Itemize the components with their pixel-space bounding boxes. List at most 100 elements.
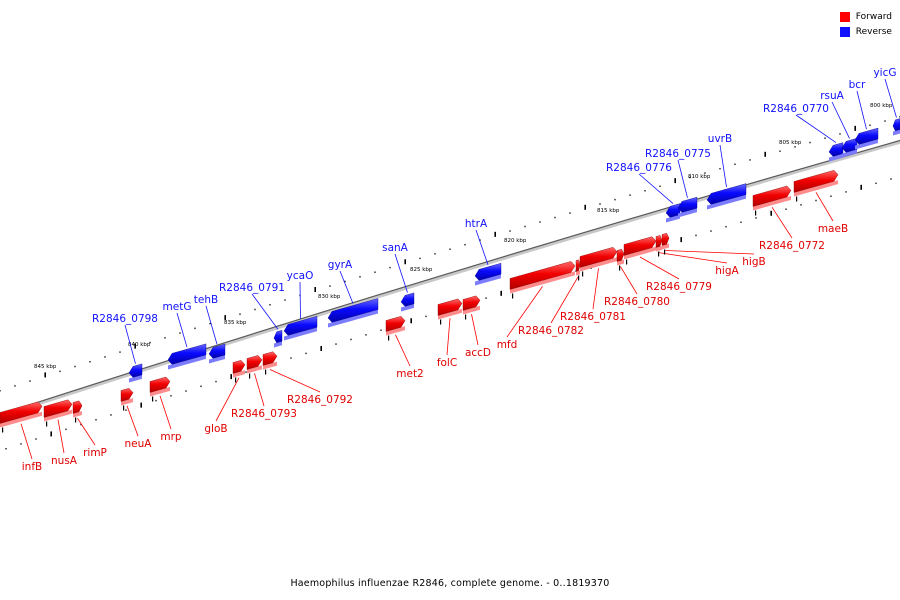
- gene-box-R2846_0793: [246, 355, 263, 370]
- tick-mark-upper: [644, 189, 646, 192]
- gene-tick-met2: [388, 335, 390, 341]
- gene-R2846_0779: [623, 236, 657, 265]
- gene-label-infB: infB: [22, 461, 42, 473]
- tick-mark-upper: [599, 203, 601, 205]
- gene-face-yicG: [893, 129, 900, 136]
- tick-label: 810 kbp: [688, 174, 711, 180]
- gene-label-bcr: bcr: [849, 79, 866, 91]
- tick-mark-upper: [794, 146, 796, 148]
- tick-mark-upper: [209, 322, 211, 325]
- tick-mark-upper: [749, 159, 751, 161]
- tick-mark-lower: [215, 380, 217, 383]
- gene-box-higB: [661, 232, 670, 246]
- tick-label: 800 kbp: [870, 103, 893, 109]
- gene-face-nusA: [44, 409, 72, 422]
- gene-tick-R2846_0780: [619, 265, 621, 271]
- tick-mark-lower: [500, 290, 502, 296]
- tick-mark-lower: [785, 208, 787, 210]
- gene-box-rimP: [72, 400, 83, 414]
- gene-rsuA: [841, 138, 858, 158]
- tick-mark-upper: [854, 125, 856, 131]
- tick-mark-lower: [230, 374, 232, 380]
- gene-R2846_0772: [752, 185, 792, 216]
- tick-mark-upper: [389, 266, 391, 269]
- tick-mark-upper: [224, 315, 226, 321]
- leader-R2846_0772: [771, 206, 793, 239]
- gene-tehB: [208, 343, 226, 364]
- tick-mark-lower: [710, 230, 712, 232]
- gene-gloB: [232, 360, 246, 383]
- leader-tehB: [205, 305, 218, 345]
- gene-face-R2846_0791: [274, 341, 282, 348]
- gene-R2846_0770: [828, 142, 844, 162]
- tick-mark-upper: [254, 308, 256, 311]
- gene-tick-mfd: [512, 293, 514, 299]
- tick-mark-upper: [824, 137, 826, 139]
- gene-label-yicG: yicG: [873, 67, 896, 79]
- leader-neuA: [126, 405, 139, 437]
- gene-label-tehB: tehB: [194, 294, 218, 306]
- label-leader-lines: [20, 78, 897, 460]
- tick-mark-lower: [380, 329, 382, 331]
- gene-label-rsuA: rsuA: [820, 90, 844, 102]
- tick-mark-upper: [314, 287, 316, 293]
- gene-box-R2846_0772: [752, 185, 792, 207]
- gene-face-mrp: [150, 386, 170, 397]
- gene-higA: [655, 235, 663, 257]
- leader-ycaO: [299, 281, 301, 319]
- tick-mark-upper: [809, 141, 811, 144]
- leader-rimP: [77, 418, 96, 446]
- gene-box-rsuA: [841, 138, 858, 153]
- tick-label: 830 kbp: [318, 294, 341, 300]
- tick-mark-upper: [149, 341, 151, 344]
- leader-mfd: [506, 286, 543, 338]
- gene-face-infB: [0, 411, 42, 428]
- gene-face-gloB: [233, 370, 245, 378]
- forward-swatch: [839, 11, 850, 22]
- gene-infB: [0, 401, 43, 433]
- tick-mark-upper: [869, 124, 871, 127]
- gene-label-htrA: htrA: [465, 218, 488, 230]
- tick-mark-lower: [410, 318, 412, 324]
- gene-box-sanA: [400, 292, 415, 307]
- tick-mark-lower: [815, 199, 817, 202]
- tick-label: 815 kbp: [597, 208, 620, 214]
- leader-R2846_0782: [550, 276, 579, 324]
- tick-mark-lower: [860, 184, 862, 190]
- leader-folC: [446, 318, 451, 356]
- tick-mark-upper: [419, 257, 421, 260]
- tick-mark-upper: [524, 225, 526, 228]
- tick-label: 820 kbp: [504, 238, 527, 244]
- gene-uvrB: [706, 183, 747, 210]
- tick-mark-upper: [839, 133, 841, 135]
- gene-tick-mrp: [152, 396, 154, 402]
- gene-tick-rimP: [75, 417, 77, 423]
- gene-face-R2846_0776: [666, 214, 680, 223]
- tick-mark-lower: [875, 182, 877, 185]
- tick-mark-upper: [59, 370, 61, 373]
- gene-label-uvrB: uvrB: [708, 133, 732, 145]
- gene-face-accD: [463, 305, 480, 315]
- gene-label-rimP: rimP: [83, 447, 107, 459]
- tick-mark-lower: [845, 191, 847, 193]
- gene-folC: [437, 298, 463, 325]
- leader-yicG: [884, 78, 897, 118]
- gene-R2846_0780: [616, 248, 625, 271]
- gene-face-R2846_0792: [263, 361, 277, 370]
- gene-tick-gloB: [235, 377, 237, 383]
- tick-mark-upper: [14, 385, 16, 387]
- tick-mark-lower: [800, 204, 802, 206]
- gene-box-maeB: [793, 170, 839, 193]
- tick-mark-upper: [464, 243, 466, 246]
- gene-R2846_0781: [579, 247, 618, 277]
- tick-mark-upper: [119, 351, 121, 353]
- gene-label-neuA: neuA: [125, 438, 153, 450]
- leader-higA: [658, 252, 728, 264]
- tick-mark-lower: [890, 178, 892, 180]
- gene-higB: [661, 232, 670, 255]
- gene-R2846_0792: [262, 351, 278, 375]
- tick-mark-lower: [185, 390, 187, 392]
- gene-mfd: [509, 261, 576, 299]
- leader-metG: [176, 312, 188, 348]
